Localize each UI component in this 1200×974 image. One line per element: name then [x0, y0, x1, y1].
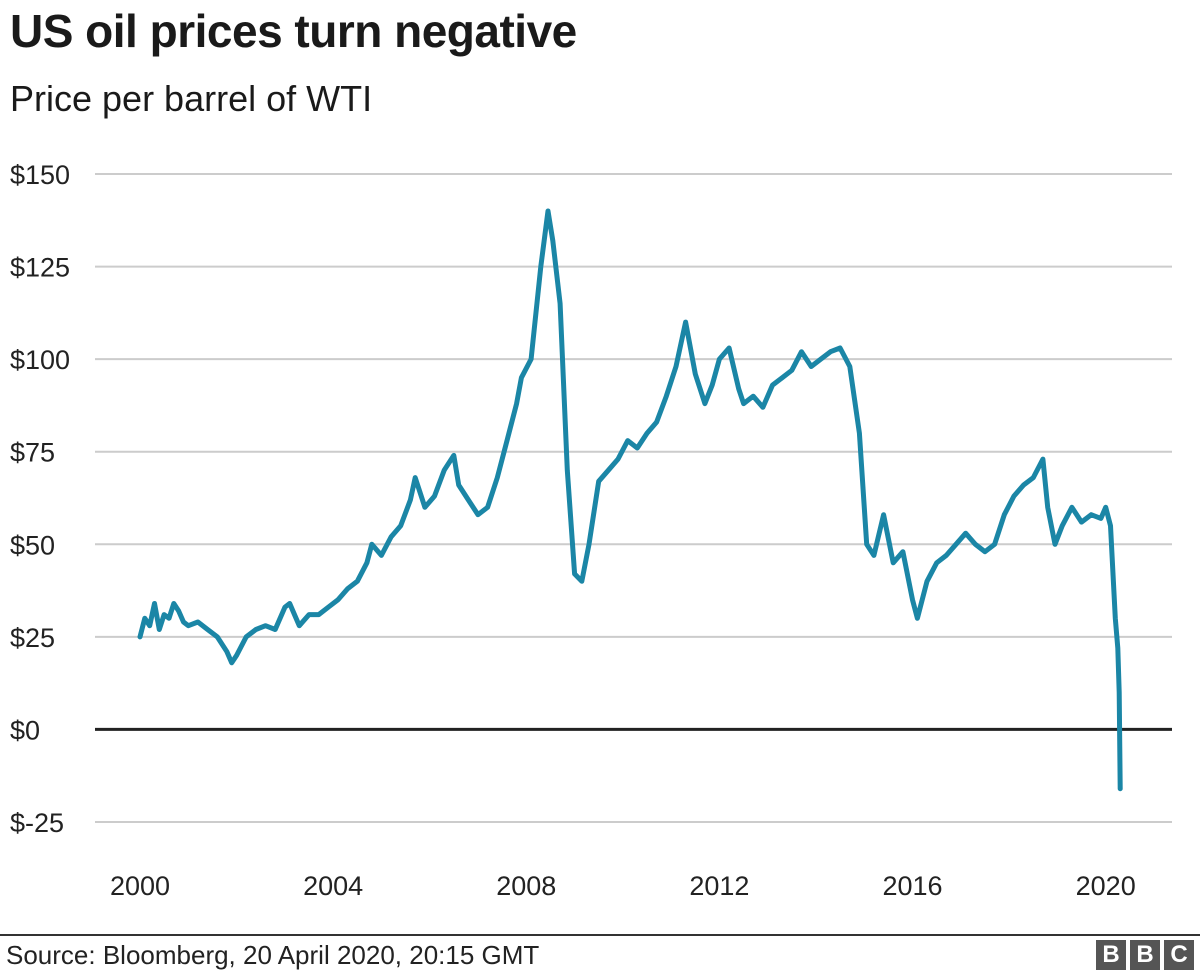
y-tick-label: $25: [10, 623, 55, 653]
bbc-logo-letter-c: C: [1164, 940, 1194, 970]
footer-divider: [0, 934, 1200, 936]
chart-title: US oil prices turn negative: [10, 5, 577, 57]
y-tick-label: $100: [10, 345, 70, 375]
x-tick-label: 2016: [883, 871, 943, 901]
x-tick-label: 2004: [303, 871, 363, 901]
chart-subtitle: Price per barrel of WTI: [10, 78, 373, 119]
y-tick-label: $125: [10, 253, 70, 283]
x-axis-ticks: 2000 2004 2008 2012 2016 2020: [110, 871, 1136, 901]
bbc-logo: B B C: [1096, 940, 1194, 970]
x-tick-label: 2008: [496, 871, 556, 901]
bbc-logo-letter-b1: B: [1096, 940, 1126, 970]
wti-price-line: [137, 208, 1123, 792]
y-tick-label: $75: [10, 438, 55, 468]
y-tick-label: $-25: [10, 808, 64, 838]
x-tick-label: 2020: [1076, 871, 1136, 901]
bbc-logo-letter-b2: B: [1130, 940, 1160, 970]
gridlines: [95, 173, 1172, 823]
y-tick-label: $50: [10, 530, 55, 560]
y-tick-label: $150: [10, 160, 70, 190]
y-tick-label: $0: [10, 715, 40, 745]
x-tick-label: 2000: [110, 871, 170, 901]
x-tick-label: 2012: [689, 871, 749, 901]
chart-area: $150 $125 $100 $75 $50 $25 $0 $-25 2000 2004 2008…: [10, 160, 1172, 901]
y-axis-ticks: $150 $125 $100 $75 $50 $25 $0 $-25: [10, 160, 70, 838]
source-note: Source: Bloomberg, 20 April 2020, 20:15 …: [6, 940, 540, 970]
